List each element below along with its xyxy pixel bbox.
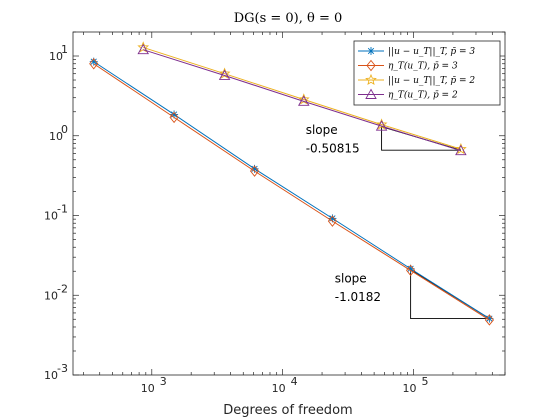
data-point <box>455 144 467 156</box>
data-point <box>366 59 376 72</box>
legend-entry: ||u − u_T||_T, p̄ = 2 <box>388 76 475 86</box>
data-point <box>298 95 310 106</box>
series-line <box>143 46 462 150</box>
series-line <box>93 63 490 321</box>
y-tick-exponent: -3 <box>57 362 68 375</box>
x-tick-label: 10 <box>141 382 155 395</box>
data-point <box>375 118 388 130</box>
y-tick-label: 10 <box>44 369 58 382</box>
y-tick-exponent: 1 <box>61 43 68 56</box>
data-point <box>365 88 377 99</box>
y-tick-exponent: -1 <box>57 203 68 216</box>
chart-title: DG(s = 0), θ = 0 <box>234 11 343 26</box>
x-tick-label: 10 <box>272 382 286 395</box>
data-point <box>367 47 375 55</box>
legend-entry: η_T(u_T), p̄ = 3 <box>388 61 458 72</box>
data-point <box>137 43 149 55</box>
x-tick-exponent: 4 <box>291 375 298 388</box>
x-tick-exponent: 3 <box>160 375 167 388</box>
slope-annotation-value: -1.0182 <box>335 290 381 304</box>
y-tick-label: 10 <box>49 50 63 63</box>
y-tick-exponent: 0 <box>61 123 68 136</box>
data-point <box>249 165 260 177</box>
series-line-group <box>89 57 494 323</box>
data-point <box>454 142 467 155</box>
legend: ||u − u_T||_T, p̄ = 3 η_T(u_T), p̄ = 3 ||u… <box>353 40 501 106</box>
data-point <box>375 120 388 131</box>
x-tick-label: 10 <box>403 382 417 395</box>
slope-annotation-label: slope <box>306 123 338 137</box>
data-point <box>484 314 494 326</box>
data-point <box>218 69 231 80</box>
series-line-group <box>89 58 494 326</box>
plot-frame <box>72 31 506 376</box>
y-tick-label: 10 <box>44 210 58 223</box>
y-tick-label: 10 <box>44 289 58 302</box>
data-point <box>406 264 416 277</box>
series-line <box>93 61 490 319</box>
data-point <box>365 73 377 85</box>
data-point <box>89 58 99 70</box>
y-tick-exponent: -2 <box>57 282 68 295</box>
y-tick-label: 10 <box>49 130 63 143</box>
x-tick-exponent: 5 <box>422 375 429 388</box>
legend-entry: ||u − u_T||_T, p̄ = 3 <box>388 47 475 57</box>
slope-annotation-label: slope <box>335 271 367 285</box>
series-line-group <box>137 43 467 156</box>
legend-entry: η_T(u_T), p̄ = 2 <box>388 90 458 101</box>
data-point <box>327 215 337 227</box>
data-point <box>169 111 179 124</box>
x-axis-label: Degrees of freedom <box>223 403 352 418</box>
series-line <box>143 49 462 152</box>
slope-annotation-value: -0.50815 <box>306 141 360 155</box>
